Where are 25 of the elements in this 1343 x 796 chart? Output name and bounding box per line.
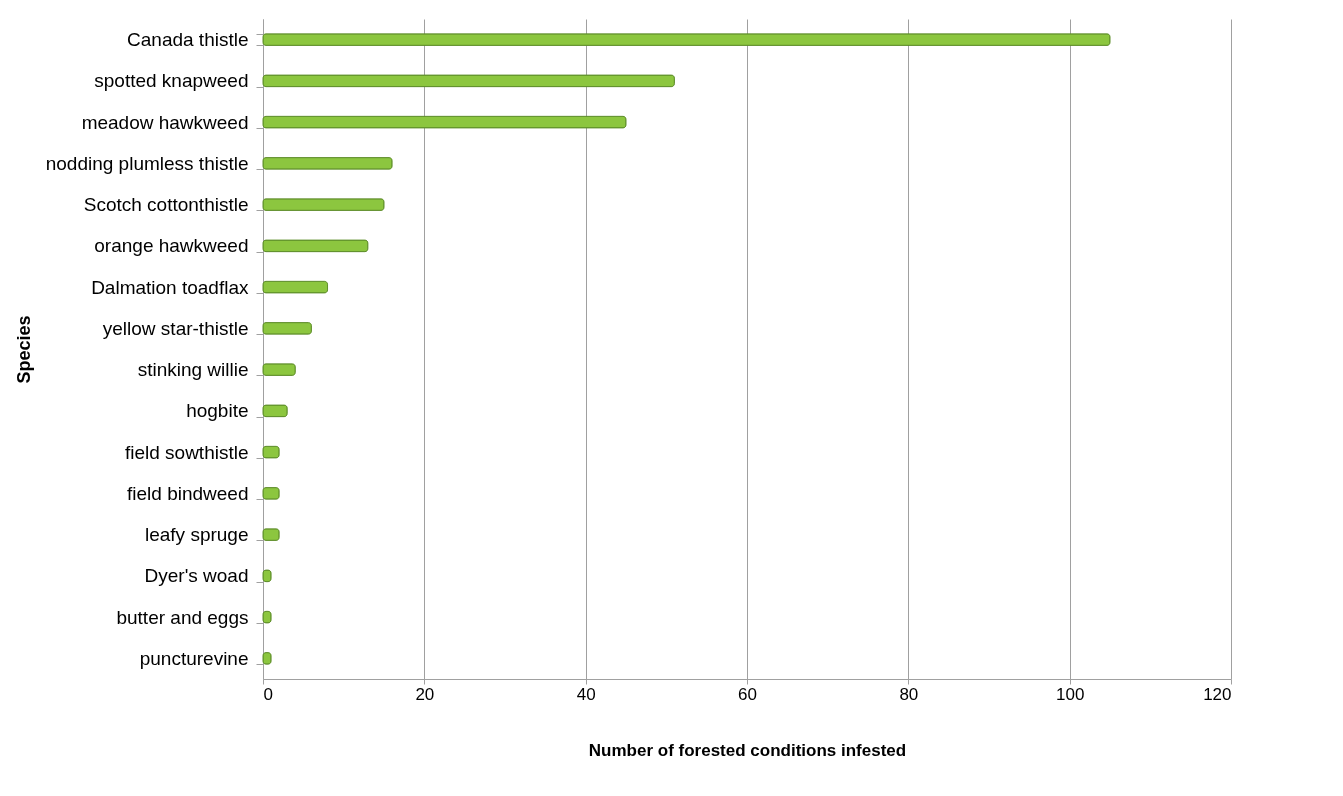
y-tick-label: spotted knapweed xyxy=(94,70,249,92)
y-tick-label: Dyer's woad xyxy=(144,565,249,587)
x-tick-label: 40 xyxy=(576,684,596,704)
y-tick-label: Scotch cottonthistle xyxy=(83,194,249,216)
x-tick-label: 120 xyxy=(1203,684,1232,704)
x-tick-label: 60 xyxy=(738,684,757,704)
y-tick-label: meadow hawkweed xyxy=(81,111,249,133)
x-axis-title: Number of forested conditions infested xyxy=(588,740,907,760)
y-tick-label: field bindweed xyxy=(127,482,249,504)
x-tick-label: 100 xyxy=(1055,684,1085,704)
y-tick-label: nodding plumless thistle xyxy=(45,152,249,174)
y-tick-label: orange hawkweed xyxy=(94,235,249,257)
y-axis-title: Species xyxy=(13,315,34,384)
y-tick-label: Dalmation toadflax xyxy=(91,276,249,298)
y-tick-label: stinking willie xyxy=(137,359,249,381)
x-tick-label: 20 xyxy=(415,684,435,704)
y-tick-label: leafy spruge xyxy=(144,524,249,546)
x-tick-label: 80 xyxy=(899,684,919,704)
y-tick-label: puncturevine xyxy=(139,647,249,669)
y-tick-label: field sowthistle xyxy=(124,441,249,463)
y-tick-label: yellow star-thistle xyxy=(102,317,249,339)
y-tick-label: Canada thistle xyxy=(127,29,249,51)
y-tick-label: hogbite xyxy=(186,400,249,422)
x-tick-label: 0 xyxy=(263,684,273,704)
y-tick-label: butter and eggs xyxy=(116,606,249,628)
